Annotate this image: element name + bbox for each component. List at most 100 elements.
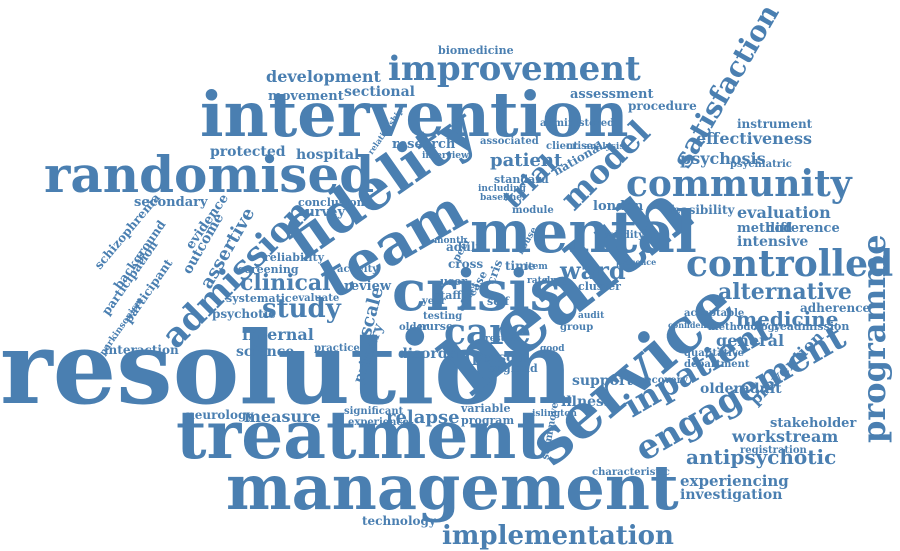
word-practice: practice	[314, 343, 360, 354]
word-england: england	[488, 362, 538, 375]
word-group: group	[560, 322, 593, 333]
word-review: review	[344, 279, 392, 294]
word-london: london	[593, 199, 644, 214]
word-significant: significant	[344, 406, 404, 417]
word-result: result	[485, 334, 515, 344]
word-testing: testing	[423, 311, 462, 322]
word-programme: programme	[855, 234, 893, 443]
word-antipsychotic: antipsychotic	[686, 445, 836, 469]
word-department: department	[684, 359, 750, 370]
word-readmission: readmission	[774, 320, 849, 333]
word-olderadult: olderadult	[700, 381, 782, 397]
word-month: month	[434, 236, 467, 246]
word-activity: activity	[337, 264, 379, 275]
word-ward: ward	[559, 256, 626, 285]
word-implementation: implementation	[442, 521, 674, 551]
word-psychiatric: psychiatric	[730, 159, 792, 170]
word-resolution: resolution	[0, 309, 574, 427]
word-variable: variable	[460, 402, 511, 415]
word-psychosis: psychosis	[680, 149, 766, 168]
word-method: method	[737, 221, 792, 236]
word-experience: experience	[348, 417, 409, 428]
word-validity: validity	[602, 230, 645, 241]
word-islington: islington	[532, 409, 577, 419]
word-sectional: sectional	[344, 84, 415, 100]
word-intensive: intensive	[737, 234, 808, 250]
word-management: management	[226, 451, 679, 524]
word-evaluate: evaluate	[292, 293, 339, 304]
word-disorder: disorder	[398, 346, 464, 362]
word-characteristic: characteristic	[592, 467, 670, 478]
word-analysis: analysis	[584, 142, 624, 152]
word-adult: adult	[446, 240, 481, 254]
word-qualitative: qualitative	[684, 348, 744, 359]
word-instrument: instrument	[737, 117, 813, 131]
word-randomised: randomised	[44, 145, 374, 204]
word-acceptable: acceptable	[684, 308, 744, 319]
word-associated: associated	[480, 136, 539, 147]
word-intervention: intervention	[200, 78, 629, 151]
word-year: year	[421, 296, 447, 307]
word-survey: survey	[298, 205, 345, 220]
word-client: client	[546, 141, 578, 152]
word-assessment: assessment	[570, 87, 653, 102]
word-module: module	[512, 205, 554, 216]
word-support: support	[572, 373, 633, 389]
word-program: program	[461, 414, 514, 427]
word-psychotic: psychotic	[212, 307, 276, 321]
word-including: including	[478, 184, 527, 194]
word-self: self	[487, 295, 510, 308]
word-conclusion: conclusion	[298, 196, 365, 209]
word-internal: internal	[242, 325, 314, 344]
word-secondary: secondary	[134, 195, 208, 210]
word-community: community	[626, 163, 853, 205]
word-medicine: medicine	[736, 307, 839, 331]
word-workstream: workstream	[731, 427, 838, 446]
word-cross: cross	[448, 257, 483, 271]
word-mental: mental	[470, 198, 697, 266]
word-recovery: recovery	[640, 375, 689, 386]
word-feasibility: feasibility	[668, 203, 735, 217]
word-reliability: reliability	[264, 251, 325, 264]
word-good: good	[540, 344, 565, 354]
word-person: person	[472, 350, 525, 366]
word-evaluation: evaluation	[737, 203, 831, 222]
word-difference: difference	[766, 221, 840, 236]
word-technology: technology	[362, 514, 437, 528]
word-crises: crises	[566, 141, 599, 152]
word-confidence: confidence	[668, 320, 716, 330]
word-hospital: hospital	[296, 147, 359, 163]
word-crisis: crisis	[392, 258, 561, 324]
word-research: research	[392, 137, 456, 152]
word-illness: illness	[561, 394, 612, 410]
word-presence: presence	[616, 257, 656, 267]
word-rate: rate	[527, 276, 548, 286]
word-staff: staff	[434, 289, 462, 302]
word-screening: screening	[238, 263, 299, 276]
word-user: user	[440, 275, 467, 288]
word-protected: protected	[210, 144, 286, 160]
word-patient: patient	[490, 150, 563, 171]
word-improvement: improvement	[388, 49, 641, 89]
word-item: item	[525, 262, 548, 272]
word-older: older	[399, 322, 429, 333]
word-stakeholder: stakeholder	[770, 416, 856, 431]
word-measure: measure	[244, 407, 321, 426]
word-procedure: procedure	[628, 99, 697, 113]
word-investigation: investigation	[680, 487, 782, 503]
word-general: general	[716, 331, 784, 350]
word-drug: drug	[544, 276, 569, 286]
word-interaction: interaction	[104, 343, 179, 357]
word-neurology: neurology	[186, 408, 254, 422]
word-relapse: relapse	[386, 407, 460, 428]
word-cluster: cluster	[578, 280, 621, 293]
word-development: development	[266, 67, 382, 86]
word-biomedicine: biomedicine	[438, 44, 514, 57]
word-baseline: baseline	[480, 193, 522, 203]
word-audit: audit	[578, 311, 605, 321]
word-experiencing: experiencing	[680, 472, 789, 490]
word-clinical: clinical	[240, 270, 330, 296]
word-movement: movement	[268, 89, 344, 104]
word-study: study	[262, 294, 342, 324]
